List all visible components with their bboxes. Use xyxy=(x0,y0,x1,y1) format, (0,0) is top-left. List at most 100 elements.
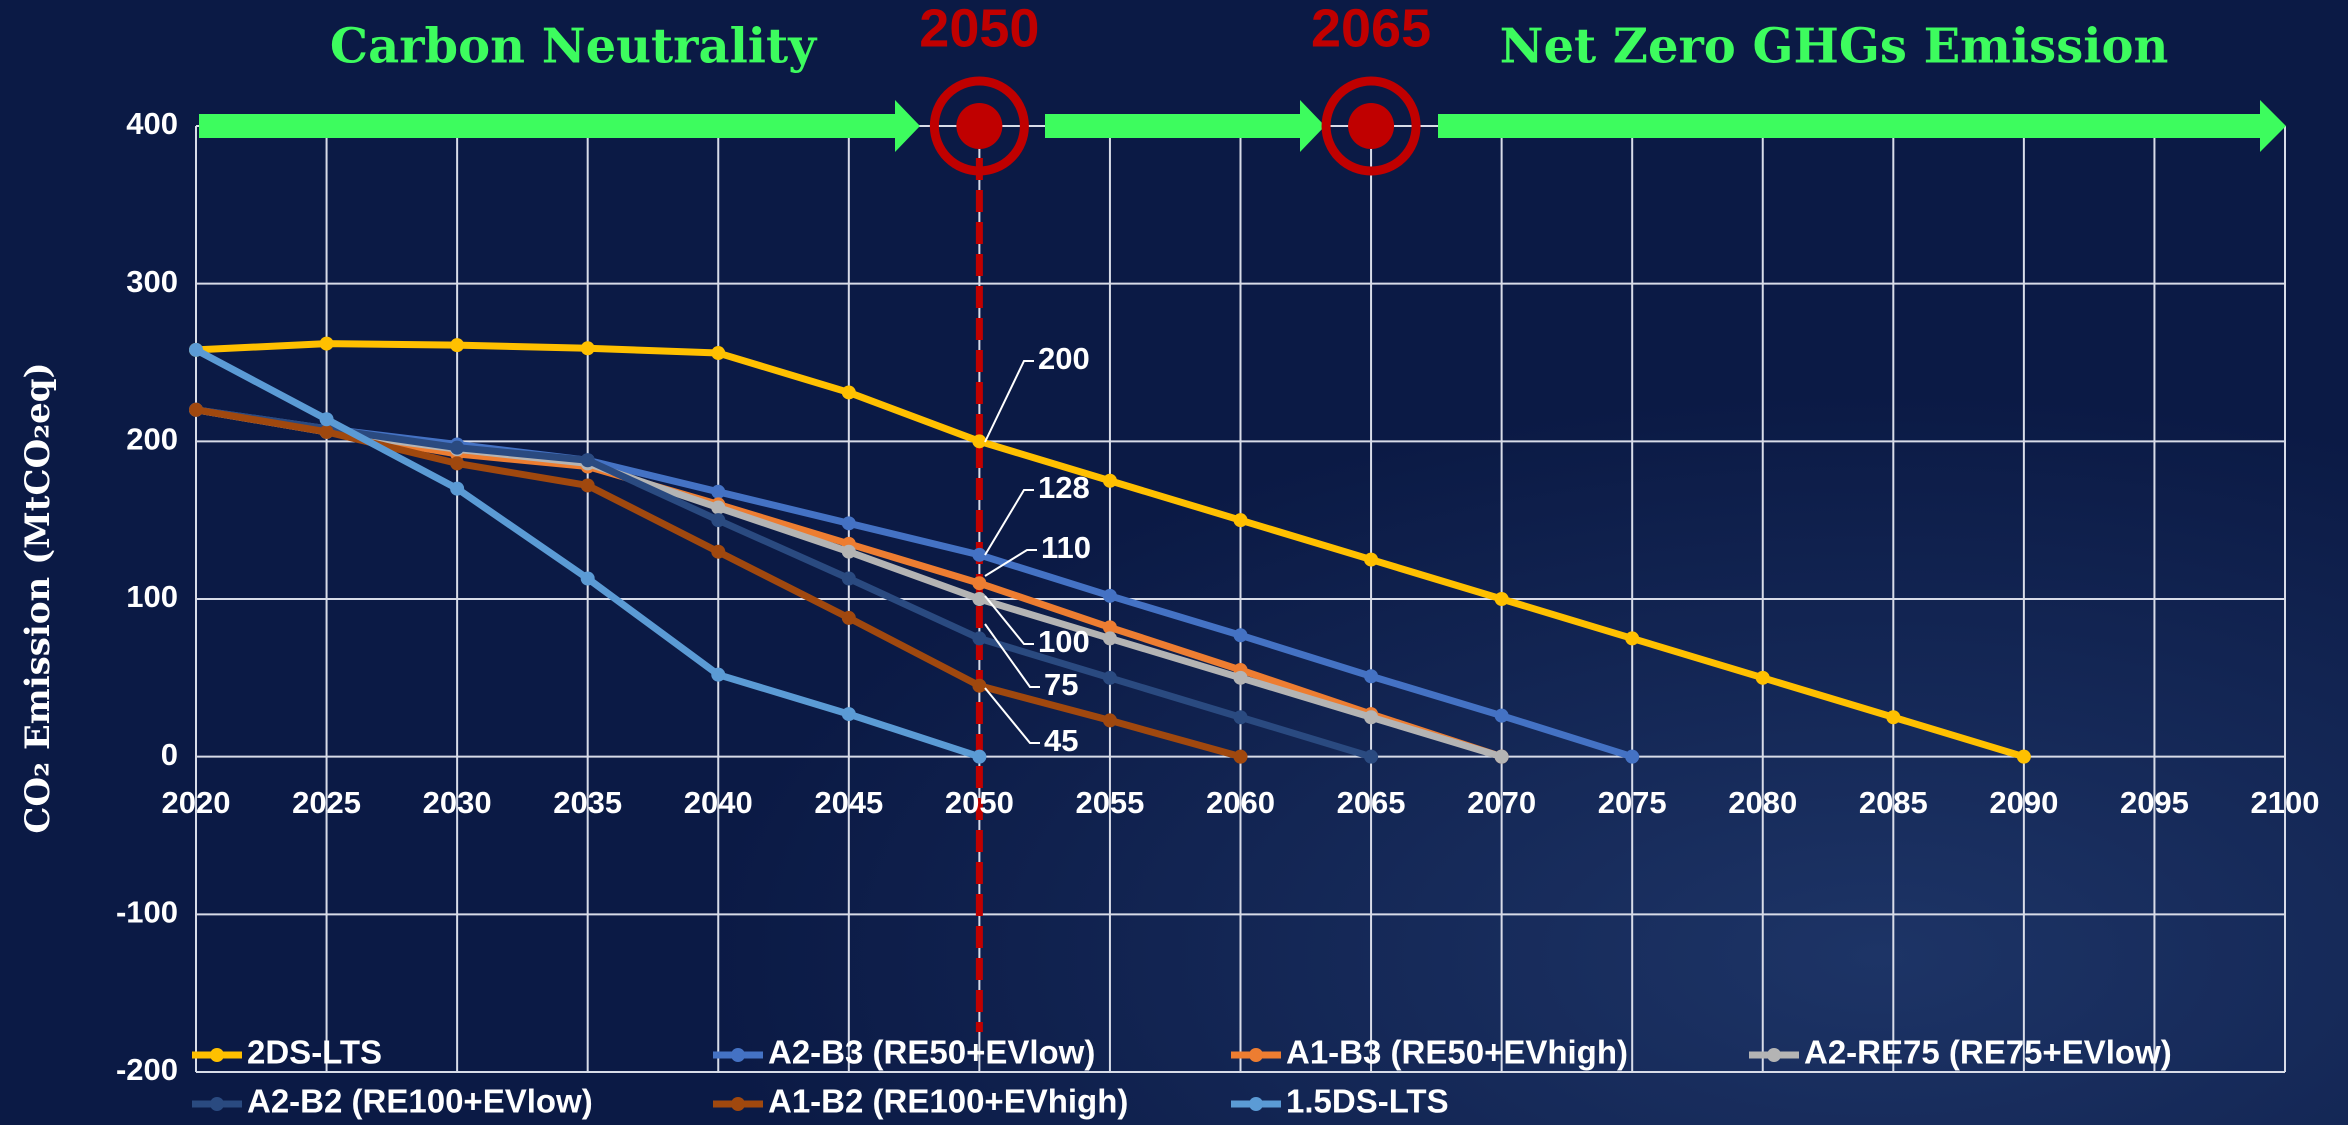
data-point xyxy=(189,343,203,357)
data-point xyxy=(711,545,725,559)
legend-marker xyxy=(1767,1048,1781,1062)
milestone-label: 2065 xyxy=(1311,0,1431,58)
callout-label: 110 xyxy=(1041,530,1091,565)
legend-label: A2-B2 (RE100+EVlow) xyxy=(247,1083,593,1120)
callout-label: 128 xyxy=(1038,470,1090,505)
legend-label: 1.5DS-LTS xyxy=(1286,1083,1449,1120)
data-point xyxy=(1495,750,1509,764)
data-point xyxy=(1234,671,1248,685)
data-point xyxy=(1625,631,1639,645)
data-point xyxy=(1234,710,1248,724)
data-point xyxy=(320,425,334,439)
y-axis-title: CO₂ Emission (MtCO₂eq) xyxy=(18,362,58,833)
phase-label: Net Zero GHGs Emission xyxy=(1500,19,2169,75)
data-point xyxy=(972,679,986,693)
data-point xyxy=(320,412,334,426)
callout-label: 100 xyxy=(1038,624,1090,659)
data-point xyxy=(711,346,725,360)
x-tick-label: 2075 xyxy=(1598,785,1667,820)
data-point xyxy=(450,456,464,470)
data-point xyxy=(972,631,986,645)
data-point xyxy=(1364,710,1378,724)
x-tick-label: 2100 xyxy=(2251,785,2320,820)
data-point xyxy=(1756,671,1770,685)
x-tick-label: 2055 xyxy=(1075,785,1144,820)
chart: Carbon Neutrality Net Zero GHGs Emission… xyxy=(0,0,2348,1125)
data-point xyxy=(972,548,986,562)
data-point xyxy=(581,478,595,492)
data-point xyxy=(450,338,464,352)
data-point xyxy=(711,668,725,682)
y-tick-label: -100 xyxy=(116,895,178,930)
legend-marker xyxy=(731,1048,745,1062)
x-tick-label: 2025 xyxy=(292,785,361,820)
data-point xyxy=(711,485,725,499)
milestone-dot xyxy=(1348,103,1394,149)
legend-marker xyxy=(731,1097,745,1111)
x-tick-label: 2045 xyxy=(814,785,883,820)
data-point xyxy=(842,516,856,530)
data-point xyxy=(972,576,986,590)
background xyxy=(0,0,2348,1125)
y-tick-label: 100 xyxy=(126,579,178,614)
y-tick-label: 400 xyxy=(126,106,178,141)
data-point xyxy=(320,337,334,351)
legend-label: A2-B3 (RE50+EVlow) xyxy=(768,1034,1095,1071)
data-point xyxy=(842,707,856,721)
data-point xyxy=(1103,671,1117,685)
data-point xyxy=(581,572,595,586)
data-point xyxy=(450,482,464,496)
data-point xyxy=(1495,592,1509,606)
x-tick-label: 2085 xyxy=(1859,785,1928,820)
data-point xyxy=(1364,750,1378,764)
legend-marker xyxy=(210,1048,224,1062)
legend-marker xyxy=(210,1097,224,1111)
data-point xyxy=(189,403,203,417)
legend-marker xyxy=(1249,1048,1263,1062)
data-point xyxy=(1234,750,1248,764)
x-tick-label: 2070 xyxy=(1467,785,1536,820)
data-point xyxy=(1234,628,1248,642)
legend-label: A1-B2 (RE100+EVhigh) xyxy=(768,1083,1128,1120)
data-point xyxy=(842,572,856,586)
data-point xyxy=(1364,669,1378,683)
phase-label: Carbon Neutrality xyxy=(330,19,818,75)
data-point xyxy=(1103,589,1117,603)
x-tick-label: 2030 xyxy=(423,785,492,820)
milestone-dot xyxy=(956,103,1002,149)
data-point xyxy=(1103,631,1117,645)
x-tick-label: 2080 xyxy=(1728,785,1797,820)
data-point xyxy=(1103,474,1117,488)
data-point xyxy=(972,592,986,606)
data-point xyxy=(581,453,595,467)
y-tick-label: 300 xyxy=(126,264,178,299)
legend-marker xyxy=(1249,1097,1263,1111)
x-tick-label: 2090 xyxy=(1989,785,2058,820)
callout-label: 200 xyxy=(1038,341,1090,376)
data-point xyxy=(711,501,725,515)
x-tick-label: 2060 xyxy=(1206,785,1275,820)
data-point xyxy=(450,441,464,455)
data-point xyxy=(972,750,986,764)
legend-label: A1-B3 (RE50+EVhigh) xyxy=(1286,1034,1628,1071)
data-point xyxy=(1234,513,1248,527)
x-tick-label: 2040 xyxy=(684,785,753,820)
y-tick-label: 0 xyxy=(161,737,178,772)
data-point xyxy=(1625,750,1639,764)
data-point xyxy=(581,341,595,355)
x-tick-label: 2095 xyxy=(2120,785,2189,820)
legend-label: 2DS-LTS xyxy=(247,1034,382,1071)
y-tick-label: 200 xyxy=(126,422,178,457)
data-point xyxy=(711,513,725,527)
x-tick-label: 2020 xyxy=(162,785,231,820)
legend-label: A2-RE75 (RE75+EVlow) xyxy=(1804,1034,2172,1071)
y-tick-label: -200 xyxy=(116,1052,178,1087)
data-point xyxy=(2017,750,2031,764)
data-point xyxy=(1103,713,1117,727)
milestone-label: 2050 xyxy=(919,0,1039,58)
callout-label: 75 xyxy=(1044,667,1078,702)
x-tick-label: 2035 xyxy=(553,785,622,820)
data-point xyxy=(842,545,856,559)
callout-label: 45 xyxy=(1044,723,1078,758)
x-tick-label: 2050 xyxy=(945,785,1014,820)
